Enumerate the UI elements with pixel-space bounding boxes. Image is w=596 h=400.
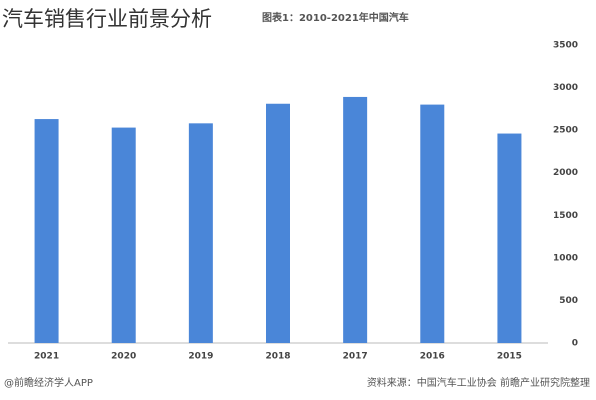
bar — [188, 123, 213, 344]
x-tick-label: 2019 — [188, 352, 213, 362]
y-tick-label: 1500 — [553, 211, 578, 221]
source: 资料来源：中国汽车工业协会 前瞻产业研究院整理 — [367, 376, 590, 389]
x-tick-label: 2020 — [111, 352, 136, 362]
y-tick-label: 1000 — [553, 253, 578, 263]
x-tick-label: 2021 — [34, 352, 59, 362]
y-tick-label: 3000 — [553, 83, 578, 93]
x-tick-label: 2016 — [420, 352, 445, 362]
x-tick-label: 2018 — [265, 352, 290, 362]
y-tick-label: 2000 — [553, 168, 578, 178]
y-tick-label: 500 — [559, 296, 578, 306]
y-tick-label: 0 — [572, 339, 578, 349]
x-tick-label: 2017 — [343, 352, 368, 362]
bar — [343, 96, 368, 344]
bar — [266, 103, 290, 344]
bar — [420, 104, 445, 343]
bar — [111, 127, 136, 344]
y-tick-label: 3500 — [553, 41, 578, 51]
credit: @前瞻经济学人APP — [4, 376, 93, 389]
bar — [34, 119, 59, 344]
overlay-title: 汽车销售行业前景分析 — [2, 7, 212, 31]
x-tick-label: 2015 — [497, 352, 522, 362]
bar — [497, 133, 522, 343]
chart-title: 图表1：2010-2021年中国汽车 — [262, 11, 409, 24]
y-tick-label: 2500 — [553, 126, 578, 136]
